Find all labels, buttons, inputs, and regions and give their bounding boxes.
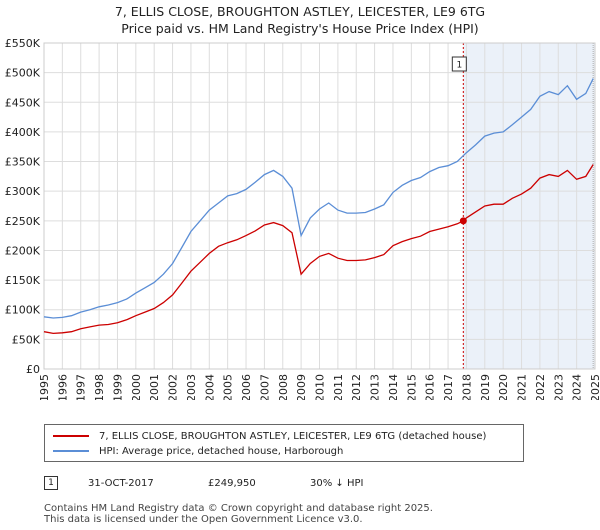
x-tick-label: 2003 [185,374,198,400]
price-chart: 1 £0 £50K £100K £150K £200K £250K £300K £350K £40… [5,37,600,400]
y-tick-label: £100K [5,304,41,317]
y-tick-label: £200K [5,244,41,257]
y-tick-label: £350K [5,156,41,169]
x-tick-label: 2013 [369,374,382,400]
y-tick-label: £400K [5,126,41,139]
footer: Contains HM Land Registry data © Crown c… [44,503,433,525]
x-tick-label: 2007 [258,374,271,400]
x-tick-label: 2010 [314,374,327,400]
y-tick-label: £550K [5,37,41,50]
sale-point [459,217,467,225]
x-tick-label: 2025 [589,374,600,400]
series-line-hpi [43,78,594,319]
x-tick-label: 2011 [332,374,345,400]
x-tick-label: 1998 [93,374,106,400]
x-tick-label: 2016 [424,374,437,400]
footer-licence: This data is licensed under the Open Gov… [44,514,363,525]
legend-label-property: 7, ELLIS CLOSE, BROUGHTON ASTLEY, LEICES… [99,430,487,442]
x-tick-label: 2015 [405,374,418,400]
annotation-badge-label: 1 [456,61,462,71]
y-tick-label: £250K [5,215,41,228]
x-tick-label: 1996 [56,374,69,400]
x-tick-label: 2008 [277,374,290,400]
y-tick-label: £50K [12,333,41,346]
x-tick-label: 2012 [350,374,363,400]
series-line-property [43,164,594,335]
y-tick-label: £450K [5,96,41,109]
x-tick-label: 2024 [571,374,584,400]
post-sale-shading [463,43,595,369]
transaction-date: 31-OCT-2017 [88,477,154,489]
legend-label-hpi: HPI: Average price, detached house, Harb… [99,445,344,457]
transaction-hpi-diff: 30% ↓ HPI [310,477,364,489]
x-tick-label: 2017 [442,374,455,400]
x-tick-label: 1995 [38,374,51,400]
y-tick-label: £300K [5,185,41,198]
footer-copyright: Contains HM Land Registry data © Crown c… [44,503,433,514]
x-tick-label: 2021 [516,374,529,400]
legend-swatch-hpi [53,450,89,452]
x-tick-label: 2009 [295,374,308,400]
y-tick-label: £0 [26,363,40,376]
legend-swatch-property [53,435,89,437]
x-tick-label: 2019 [479,374,492,400]
transaction-row: 1 31-OCT-2017 £249,950 30% ↓ HPI [44,476,564,490]
x-tick-label: 2002 [167,374,180,400]
legend-item-hpi: HPI: Average price, detached house, Harb… [53,444,343,458]
x-tick-label: 1999 [111,374,124,400]
x-tick-label: 2020 [497,374,510,400]
x-tick-label: 2001 [148,374,161,400]
y-tick-label: £150K [5,274,41,287]
plot-frame [43,42,596,370]
y-tick-label: £500K [5,67,41,80]
x-tick-label: 2006 [240,374,253,400]
x-tick-label: 2018 [460,374,473,400]
x-tick-label: 2023 [552,374,565,400]
x-tick-label: 2004 [203,374,216,400]
chart-title-line2: Price paid vs. HM Land Registry's House … [121,21,479,36]
legend-item-property: 7, ELLIS CLOSE, BROUGHTON ASTLEY, LEICES… [53,429,486,443]
x-tick-label: 2005 [222,374,235,400]
x-tick-label: 2000 [130,374,143,400]
chart-legend: 7, ELLIS CLOSE, BROUGHTON ASTLEY, LEICES… [44,424,524,462]
chart-title-line1: 7, ELLIS CLOSE, BROUGHTON ASTLEY, LEICES… [114,4,486,19]
transaction-price: £249,950 [208,477,256,489]
x-tick-label: 2014 [387,374,400,400]
annotation-badge-box [451,56,467,72]
x-tick-label: 2022 [534,374,547,400]
x-tick-label: 1997 [75,374,88,400]
transaction-badge: 1 [44,476,58,490]
